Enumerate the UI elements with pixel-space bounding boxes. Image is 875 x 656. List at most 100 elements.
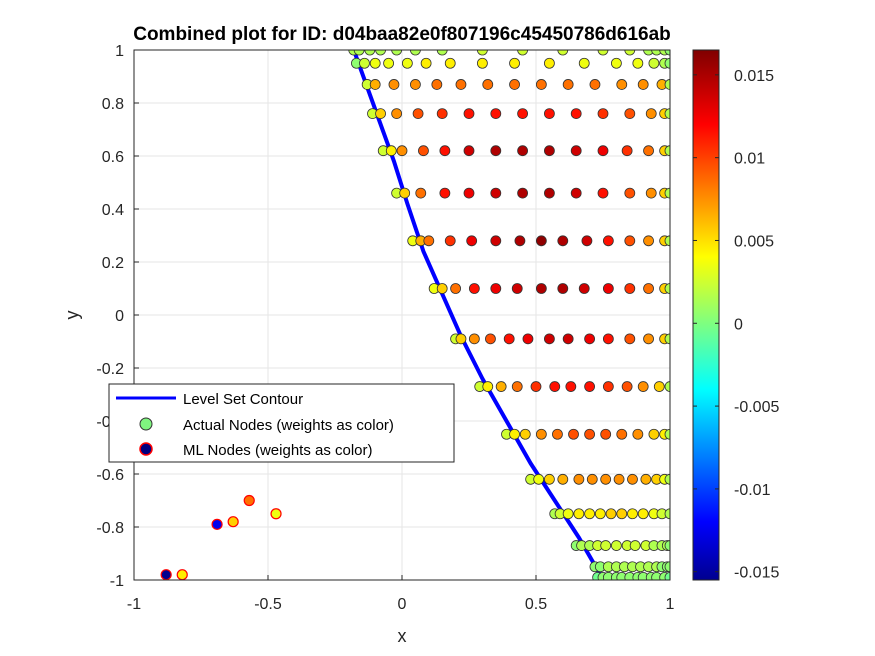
actual-node-point: [455, 79, 467, 90]
actual-node-point: [364, 50, 376, 56]
actual-node-point: [482, 381, 494, 392]
actual-node-point: [616, 428, 628, 440]
actual-node-point: [611, 57, 622, 69]
actual-node-point: [517, 108, 528, 119]
actual-node-point: [517, 145, 528, 157]
actual-node-point: [517, 187, 528, 199]
actual-node-point: [420, 57, 432, 69]
actual-node-point: [359, 57, 370, 69]
actual-node-point: [645, 187, 657, 199]
actual-node-point: [463, 145, 475, 157]
actual-node-point: [565, 381, 577, 392]
actual-node-point: [490, 187, 502, 199]
x-tick-label: -0.5: [254, 596, 282, 613]
actual-node-point: [605, 508, 617, 520]
actual-node-point: [621, 381, 633, 392]
actual-node-point: [664, 283, 670, 294]
y-axis-ticks: -1-0.8-0.6-0.4-0.200.20.40.60.81: [96, 43, 139, 590]
actual-node-point: [562, 79, 574, 90]
actual-node-point: [530, 381, 542, 392]
actual-node-point: [632, 57, 644, 69]
actual-node-point: [648, 57, 660, 69]
actual-node-point: [509, 57, 520, 69]
actual-node-point: [544, 145, 555, 157]
actual-node-point: [562, 333, 574, 345]
actual-node-point: [388, 79, 400, 90]
actual-node-point: [557, 283, 569, 294]
y-tick-label: -1: [110, 573, 124, 590]
x-tick-label: 0.5: [525, 596, 547, 613]
y-tick-label: 0: [115, 308, 124, 325]
actual-node-point: [557, 473, 569, 485]
actual-node-point: [485, 333, 496, 345]
actual-node-point: [503, 333, 515, 345]
actual-node-point: [423, 235, 435, 247]
legend[interactable]: Level Set Contour Actual Nodes (weights …: [108, 383, 455, 463]
chart-marks: [160, 50, 670, 580]
actual-node-point: [578, 283, 590, 294]
actual-node-point: [570, 108, 582, 119]
actual-node-point: [597, 50, 609, 56]
actual-node-point: [477, 50, 488, 56]
x-axis-ticks: -1 -0.5 0 0.5 1: [127, 575, 675, 613]
actual-node-point: [375, 108, 386, 119]
actual-node-point: [519, 428, 531, 440]
ml-node-point: [160, 569, 172, 580]
actual-node-point: [409, 79, 421, 90]
y-tick-label: -0.8: [96, 520, 124, 537]
ml-node-point: [211, 518, 223, 530]
actual-node-point: [463, 187, 475, 199]
actual-node-point: [495, 381, 507, 392]
actual-node-point: [455, 333, 467, 345]
colorbar-tick-label: 0.01: [734, 151, 765, 168]
actual-node-point: [468, 333, 480, 345]
actual-node-point: [643, 333, 654, 345]
actual-node-point: [544, 187, 555, 199]
actual-node-point: [439, 145, 451, 157]
actual-node-point: [511, 381, 523, 392]
actual-node-point: [544, 333, 555, 345]
colorbar-ticks: -0.015 -0.01 -0.005 0 0.005 0.01 0.015: [693, 68, 779, 582]
actual-node-point: [581, 235, 593, 247]
actual-node-point: [410, 50, 421, 56]
actual-node-point: [383, 57, 395, 69]
actual-node-point: [640, 473, 652, 485]
actual-node-point: [533, 473, 545, 485]
ml-node-point: [227, 516, 239, 528]
actual-node-point: [396, 145, 408, 157]
y-tick-label: 0.4: [102, 202, 124, 219]
actual-node-point: [627, 508, 638, 520]
actual-node-point: [401, 57, 413, 69]
actual-node-point: [643, 50, 654, 56]
actual-node-point: [431, 79, 443, 90]
actual-node-point: [391, 50, 403, 56]
actual-node-point: [584, 428, 595, 440]
actual-node-point: [632, 428, 644, 440]
colorbar-tick-label: -0.01: [734, 482, 771, 499]
actual-node-point: [557, 235, 569, 247]
actual-node-point: [573, 473, 585, 485]
actual-node-point: [602, 333, 614, 345]
actual-node-point: [353, 50, 365, 56]
actual-node-point: [584, 381, 595, 392]
actual-node-point: [418, 145, 429, 157]
actual-node-point: [522, 333, 534, 345]
actual-node-point: [621, 145, 633, 157]
y-tick-label: 1: [115, 43, 124, 60]
actual-node-point: [552, 428, 563, 440]
ml-node-point: [176, 569, 188, 580]
actual-node-point: [509, 79, 520, 90]
actual-node-point: [557, 50, 569, 56]
actual-node-point: [624, 187, 636, 199]
actual-node-point: [664, 428, 670, 440]
actual-node-point: [664, 508, 670, 520]
actual-node-point: [664, 561, 670, 573]
actual-node-point: [600, 473, 612, 485]
ml-node-point: [270, 508, 282, 520]
actual-node-point: [450, 283, 462, 294]
actual-node-point: [412, 108, 424, 119]
actual-node-point: [535, 283, 547, 294]
actual-node-point: [391, 108, 403, 119]
actual-node-point: [535, 79, 547, 90]
